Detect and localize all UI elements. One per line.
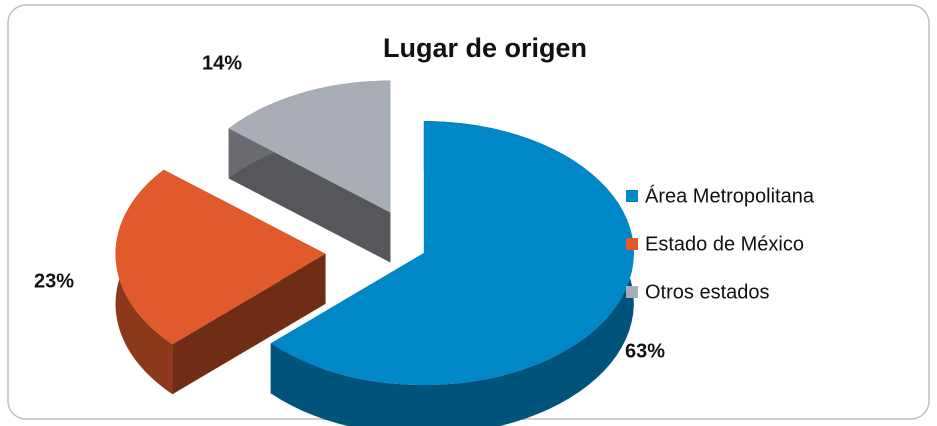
legend-swatch bbox=[626, 238, 638, 250]
chart-title: Lugar de origen bbox=[383, 33, 587, 63]
legend-label: Estado de México bbox=[645, 233, 804, 255]
legend-swatch bbox=[626, 286, 638, 298]
slice bbox=[115, 169, 326, 345]
slice-side bbox=[270, 121, 634, 426]
slice-side bbox=[172, 253, 326, 395]
legend-label: Otros estados bbox=[645, 281, 770, 303]
data-label: 14% bbox=[202, 52, 242, 74]
slice bbox=[228, 80, 391, 213]
legend-label: Área Metropolitana bbox=[645, 184, 815, 207]
legend-swatch bbox=[626, 190, 638, 202]
slice-side bbox=[228, 128, 391, 263]
data-label: 63% bbox=[625, 340, 665, 362]
data-label: 23% bbox=[34, 270, 74, 292]
slice bbox=[270, 121, 634, 386]
